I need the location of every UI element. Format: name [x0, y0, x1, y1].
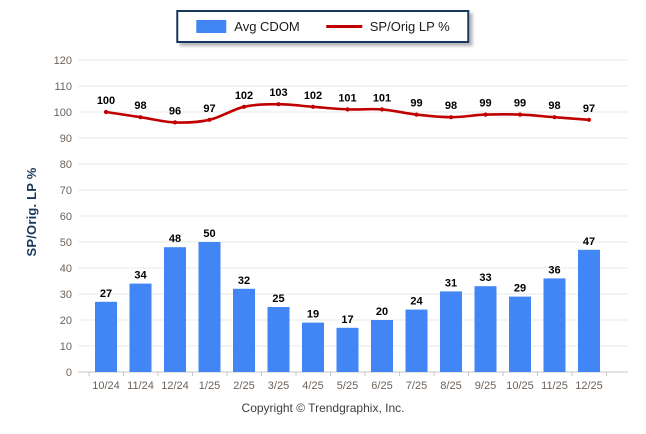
svg-text:97: 97: [583, 103, 595, 115]
svg-text:20: 20: [376, 306, 388, 318]
svg-text:99: 99: [410, 98, 422, 110]
svg-text:3/25: 3/25: [268, 380, 289, 392]
svg-text:97: 97: [203, 103, 215, 115]
svg-text:6/25: 6/25: [371, 380, 392, 392]
legend-label-sp-orig-lp: SP/Orig LP %: [369, 19, 450, 34]
svg-text:50: 50: [203, 228, 215, 240]
svg-text:99: 99: [514, 98, 526, 110]
svg-text:102: 102: [235, 90, 253, 102]
svg-text:9/25: 9/25: [475, 380, 496, 392]
svg-text:27: 27: [100, 288, 112, 300]
svg-text:70: 70: [60, 185, 72, 197]
copyright-text: Copyright © Trendgraphix, Inc.: [241, 401, 405, 415]
svg-text:34: 34: [134, 270, 147, 282]
svg-text:100: 100: [97, 95, 115, 107]
svg-text:96: 96: [169, 105, 181, 117]
svg-text:80: 80: [60, 159, 72, 171]
svg-text:1/25: 1/25: [199, 380, 220, 392]
svg-text:98: 98: [134, 100, 146, 112]
svg-text:101: 101: [338, 92, 356, 104]
svg-text:12/24: 12/24: [161, 380, 189, 392]
svg-text:90: 90: [60, 133, 72, 145]
svg-text:5/25: 5/25: [337, 380, 358, 392]
svg-text:98: 98: [445, 100, 457, 112]
svg-text:102: 102: [304, 90, 322, 102]
svg-text:33: 33: [479, 272, 491, 284]
svg-text:31: 31: [445, 277, 457, 289]
svg-text:7/25: 7/25: [406, 380, 427, 392]
svg-text:48: 48: [169, 233, 181, 245]
svg-text:29: 29: [514, 283, 526, 295]
svg-text:103: 103: [269, 87, 287, 99]
legend-line-swatch-icon: [325, 25, 362, 28]
svg-text:17: 17: [341, 314, 353, 326]
svg-text:98: 98: [548, 100, 560, 112]
svg-text:110: 110: [54, 81, 72, 93]
svg-text:2/25: 2/25: [233, 380, 254, 392]
svg-text:100: 100: [54, 107, 72, 119]
svg-text:10: 10: [60, 341, 72, 353]
svg-text:47: 47: [583, 236, 595, 248]
svg-text:50: 50: [60, 237, 72, 249]
svg-text:10/25: 10/25: [506, 380, 534, 392]
svg-text:19: 19: [307, 309, 319, 321]
svg-text:101: 101: [373, 92, 391, 104]
svg-text:24: 24: [410, 296, 423, 308]
svg-text:10/24: 10/24: [92, 380, 120, 392]
svg-text:8/25: 8/25: [440, 380, 461, 392]
svg-text:25: 25: [272, 293, 284, 305]
svg-text:120: 120: [54, 55, 72, 67]
svg-text:4/25: 4/25: [302, 380, 323, 392]
svg-text:32: 32: [238, 275, 250, 287]
svg-text:0: 0: [66, 367, 72, 379]
legend: Avg CDOM SP/Orig LP %: [176, 10, 470, 43]
legend-bar-swatch-icon: [196, 20, 227, 33]
svg-text:11/24: 11/24: [127, 380, 154, 392]
svg-text:40: 40: [60, 263, 72, 275]
svg-text:30: 30: [60, 289, 72, 301]
svg-text:99: 99: [479, 98, 491, 110]
svg-text:11/25: 11/25: [541, 380, 568, 392]
svg-text:60: 60: [60, 211, 72, 223]
svg-text:36: 36: [548, 264, 560, 276]
legend-label-avg-cdom: Avg CDOM: [234, 19, 300, 34]
svg-text:12/25: 12/25: [575, 380, 603, 392]
svg-text:20: 20: [60, 315, 72, 327]
